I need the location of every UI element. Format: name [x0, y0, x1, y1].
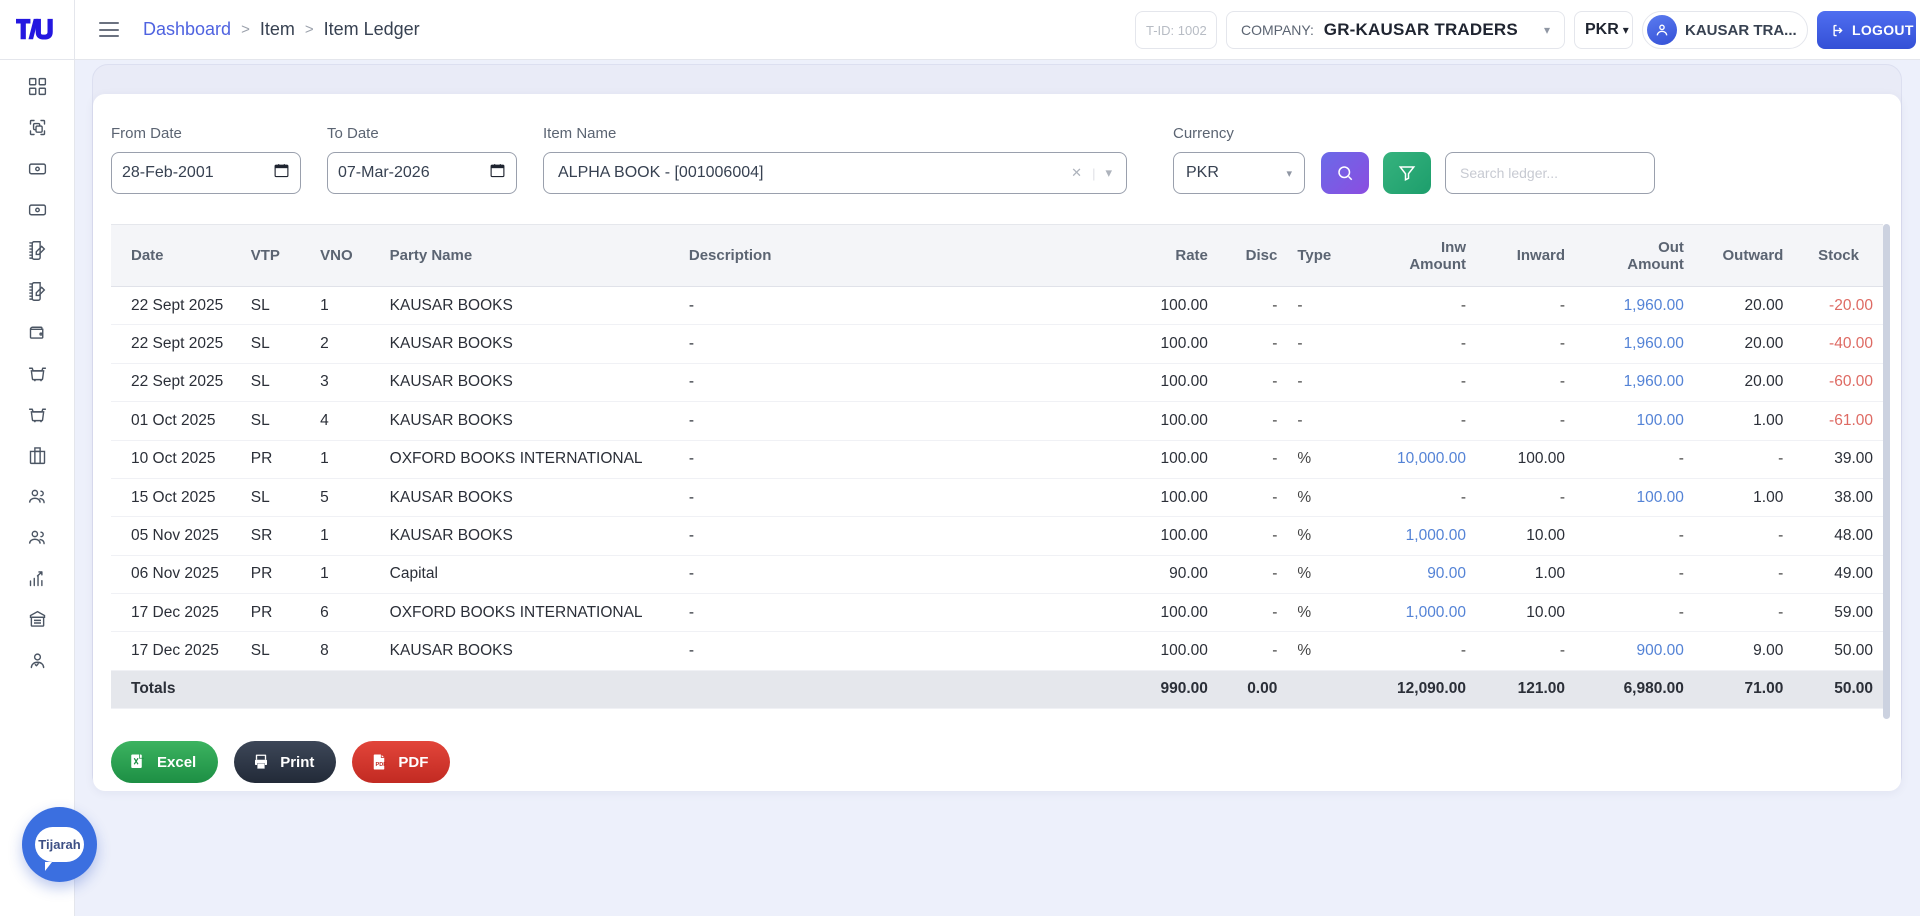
svg-text:PDF: PDF [376, 762, 388, 768]
